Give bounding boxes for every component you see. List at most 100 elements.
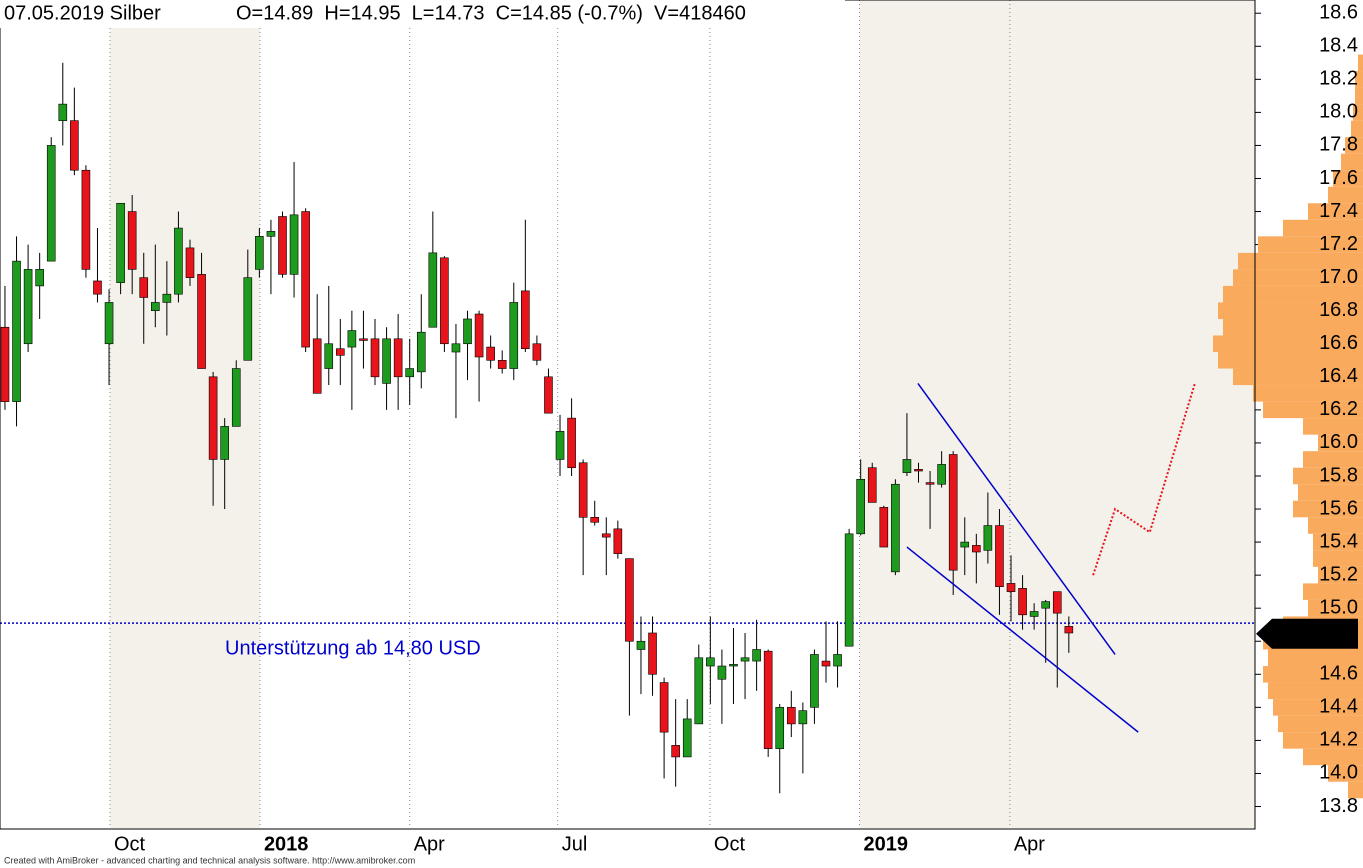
y-tick-label: 18.6 — [1319, 2, 1358, 24]
profile-bar — [1303, 451, 1363, 468]
profile-bar — [1223, 285, 1363, 303]
x-tick-label: Apr — [414, 833, 445, 855]
profile-bar — [1213, 335, 1363, 353]
candle-body — [763, 650, 773, 749]
profile-bar — [1263, 401, 1363, 419]
candle-body — [1029, 611, 1039, 617]
y-tick-label: 16.2 — [1319, 398, 1358, 420]
candle-body — [416, 331, 426, 373]
y-tick-label: 15.0 — [1319, 596, 1358, 618]
profile-bar — [1238, 252, 1363, 270]
y-tick-label: 17.2 — [1319, 233, 1358, 255]
y-tick-label: 18.2 — [1319, 68, 1358, 90]
candle-body — [1006, 583, 1016, 592]
candle-body — [1018, 588, 1027, 616]
candle-body — [879, 507, 889, 548]
y-tick-label: 17.0 — [1319, 266, 1358, 288]
candle-body — [601, 533, 611, 538]
profile-bar — [1303, 418, 1363, 435]
candle-body — [914, 469, 923, 472]
profile-bar — [1218, 302, 1363, 319]
profile-bar — [1355, 87, 1363, 105]
candle-body — [1052, 591, 1062, 614]
candle-body — [1041, 601, 1050, 609]
profile-bar — [1348, 781, 1363, 799]
candle-body — [960, 541, 970, 548]
candle-body — [717, 665, 727, 680]
candle-body — [636, 640, 646, 650]
candle-body — [347, 330, 357, 348]
candle-body — [740, 657, 750, 662]
candle-body — [104, 302, 114, 345]
trend-line — [906, 546, 1139, 733]
y-tick-label: 16.8 — [1319, 299, 1358, 321]
profile-bar — [1318, 434, 1363, 452]
profile-bar — [1278, 715, 1363, 733]
y-tick-label: 18.4 — [1319, 35, 1358, 57]
candle-body — [729, 664, 738, 667]
candle-body — [486, 346, 495, 361]
candle-body — [359, 338, 368, 341]
ohlc-text: O=14.89 H=14.95 L=14.73 C=14.85 (-0.7%) … — [236, 2, 746, 24]
candle-body — [116, 202, 125, 283]
profile-bar — [1293, 467, 1363, 485]
candle-body — [0, 326, 10, 402]
profile-bar — [1258, 236, 1363, 253]
x-tick-label: Oct — [714, 833, 746, 855]
candle-body — [902, 459, 912, 473]
candle-body — [671, 745, 680, 758]
profile-bar — [1308, 203, 1363, 220]
candle-body — [1064, 626, 1074, 634]
candle-body — [775, 707, 785, 749]
profile-bar — [1233, 368, 1363, 386]
candle-body — [856, 478, 865, 535]
candle-body — [613, 528, 623, 554]
candle-body — [578, 462, 588, 518]
candle-body — [463, 318, 472, 345]
last-price-tag — [1256, 618, 1358, 649]
y-tick-label: 15.4 — [1319, 530, 1358, 552]
candle-body — [393, 338, 403, 378]
candle-body — [648, 632, 657, 675]
candle-body — [255, 236, 264, 270]
candle-body — [220, 426, 229, 460]
profile-bar — [1303, 583, 1363, 600]
candle-body — [301, 211, 310, 348]
y-tick-label: 16.6 — [1319, 332, 1358, 354]
profile-bar — [1283, 219, 1363, 237]
candles — [0, 62, 1255, 794]
profile-bar — [1318, 566, 1363, 584]
x-tick-label: 2019 — [864, 833, 909, 855]
candle-body — [440, 257, 449, 345]
candle-body — [786, 707, 796, 725]
candle-body — [35, 269, 44, 287]
candle-body — [833, 654, 842, 667]
x-tick-label: Apr — [1014, 833, 1045, 855]
volume-profile — [1213, 54, 1363, 799]
labels: 13.814.014.214.414.614.815.015.215.415.6… — [114, 2, 1358, 855]
candle-body — [948, 454, 958, 571]
profile-bar — [1268, 682, 1363, 700]
profile-bar — [1353, 104, 1363, 121]
x-tick-label: 2018 — [264, 833, 309, 855]
candle-body — [497, 359, 507, 369]
candle-body — [208, 376, 218, 460]
profile-bar — [1273, 699, 1363, 716]
candle-body — [70, 120, 79, 171]
profile-bar — [1253, 385, 1363, 402]
candle-body — [289, 214, 299, 275]
candle-body — [891, 483, 900, 573]
y-tick-label: 16.4 — [1319, 365, 1358, 387]
title-box — [0, 0, 845, 28]
projection-line — [1092, 383, 1196, 576]
candle-body — [844, 533, 854, 647]
candle-body — [972, 545, 981, 553]
last-price-label: 14.845 — [1289, 622, 1350, 644]
candle-body — [324, 343, 334, 369]
profile-bar — [1268, 649, 1363, 667]
candle-body — [810, 654, 819, 708]
candle-body — [197, 274, 206, 369]
plot-frame — [0, 0, 1256, 830]
candle-body — [312, 338, 322, 394]
candle-body — [925, 482, 935, 485]
